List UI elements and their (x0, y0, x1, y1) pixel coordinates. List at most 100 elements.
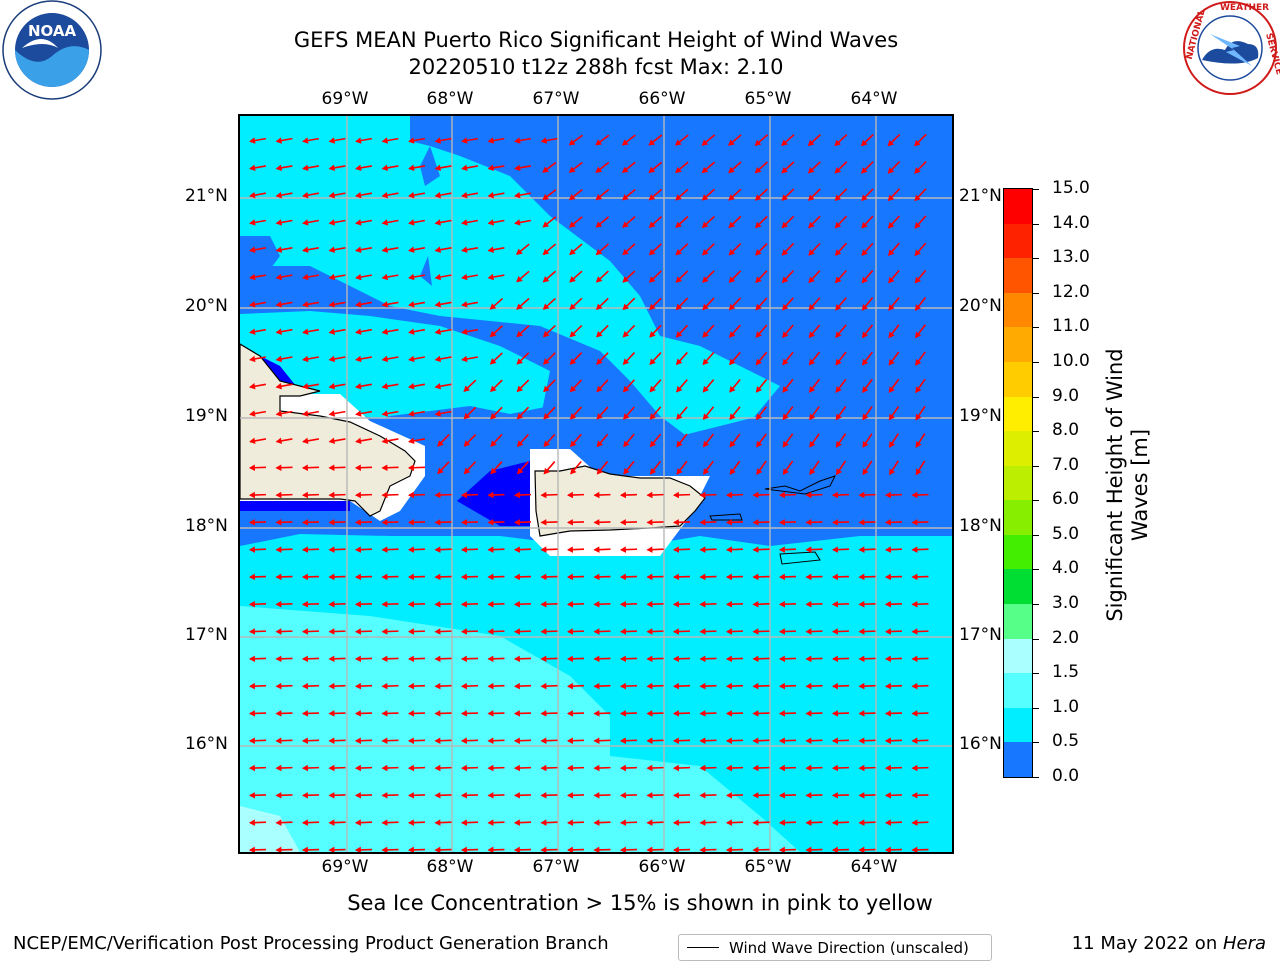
svg-text:WEATHER: WEATHER (1220, 3, 1269, 13)
wind-arrow-head (728, 221, 735, 229)
wind-arrow-head (301, 764, 309, 772)
wind-arrow-head (596, 413, 603, 420)
wind-arrow-head (328, 682, 335, 690)
wind-arrow-head (672, 491, 680, 499)
wind-arrow-head (646, 600, 653, 608)
colorbar-segment (1004, 189, 1032, 225)
wind-arrow-head (275, 164, 282, 172)
wind-arrow-head (542, 193, 550, 201)
wind-arrow-head (328, 710, 335, 717)
wind-arrow-head (487, 819, 494, 826)
wind-arrow-head (328, 764, 335, 772)
colorbar-segment (1004, 638, 1032, 674)
wind-arrow-head (566, 491, 574, 499)
wind-arrow-head (834, 167, 842, 174)
wind-arrow-head (593, 682, 600, 690)
wind-arrow-head (752, 819, 759, 826)
wind-arrow-head (808, 194, 815, 201)
wind-arrow-head (355, 437, 362, 445)
colorbar-segment (1004, 223, 1032, 259)
wind-arrow-head (809, 440, 816, 448)
wind-arrow-head (808, 249, 815, 256)
wind-arrow-head (301, 491, 309, 499)
wind-arrow-head (301, 792, 309, 799)
wind-arrow-head (514, 137, 521, 144)
wind-arrow-head (460, 600, 468, 608)
wind-arrow-head (249, 383, 256, 390)
wind-arrow-head (355, 273, 362, 281)
wind-arrow-head (596, 440, 603, 448)
wind-arrow-head (328, 792, 335, 799)
lon-label-bottom: 66°W (638, 857, 686, 877)
wind-arrow-head (513, 600, 521, 608)
wind-arrow-head (778, 628, 786, 635)
wind-arrow-head (702, 413, 710, 421)
wind-arrow-head (489, 330, 497, 338)
sea-ice-note: Sea Ice Concentration > 15% is shown in … (347, 891, 933, 915)
wind-arrow-head (460, 792, 468, 799)
wind-arrow-head (407, 464, 415, 471)
wind-arrow-head (434, 600, 441, 608)
wind-arrow-head (490, 440, 497, 447)
wind-arrow-head (781, 194, 788, 201)
wind-arrow-head (460, 764, 468, 772)
wind-arrow-head (703, 468, 710, 475)
wind-arrow-head (593, 764, 600, 772)
wind-arrow-head (408, 383, 415, 390)
wind-arrow-head (835, 304, 842, 311)
wind-arrow-head (778, 491, 786, 499)
wind-arrow-head (782, 386, 789, 393)
wind-arrow-head (248, 682, 256, 690)
wind-arrow-head (354, 819, 362, 826)
wind-arrow-head (408, 273, 415, 281)
wind-arrow-head (434, 410, 441, 417)
wind-arrow-head (834, 221, 842, 229)
wind-arrow-head (328, 737, 335, 744)
wind-arrow-head (408, 246, 415, 253)
wind-arrow-head (407, 737, 415, 744)
wind-arrow-head (540, 792, 547, 799)
wind-arrow-head (381, 792, 388, 799)
wind-arrow-head (249, 219, 256, 226)
colorbar (1003, 188, 1033, 778)
wind-arrow-head (354, 546, 362, 553)
wind-arrow-head (328, 655, 335, 663)
chart-title: GEFS MEAN Puerto Rico Significant Height… (293, 28, 899, 52)
wind-arrow-head (911, 819, 918, 826)
wind-arrow-head (275, 846, 282, 852)
wind-arrow-head (407, 764, 415, 772)
wind-arrow-head (782, 468, 789, 476)
wind-arrow-head (248, 573, 256, 581)
wind-arrow-head (381, 464, 388, 471)
wind-arrow-head (778, 819, 786, 826)
wind-arrow-head (542, 248, 550, 256)
wind-arrow-head (778, 546, 786, 553)
wind-arrow-head (593, 792, 600, 799)
wind-arrow-head (407, 655, 415, 663)
wind-arrow-head (542, 276, 550, 283)
wind-arrow-head (434, 792, 441, 799)
wind-arrow-head (354, 792, 362, 799)
wind-arrow-head (275, 655, 282, 663)
wind-arrow-head (889, 441, 895, 448)
wind-arrow-head (487, 491, 494, 499)
wind-arrow-head (701, 221, 709, 229)
wind-arrow-head (460, 710, 468, 717)
wind-arrow-head (887, 167, 895, 174)
wind-arrow-head (302, 383, 309, 390)
wind-arrow-head (888, 358, 895, 366)
wind-arrow-head (725, 819, 733, 826)
colorbar-segment (1004, 569, 1032, 605)
colorbar-tick-label: 1.0 (1052, 696, 1080, 717)
wind-arrow-head (676, 440, 683, 448)
wind-arrow-head (622, 331, 630, 338)
wind-arrow-head (676, 385, 683, 393)
wind-arrow-head (566, 655, 574, 663)
wind-arrow-head (381, 191, 388, 199)
wind-arrow-head (805, 546, 812, 553)
wind-arrow-head (858, 491, 865, 499)
wind-arrow-head (328, 819, 335, 826)
wind-arrow-head (275, 410, 282, 417)
lon-label-top: 65°W (744, 89, 792, 109)
wind-arrow-head (275, 464, 282, 471)
